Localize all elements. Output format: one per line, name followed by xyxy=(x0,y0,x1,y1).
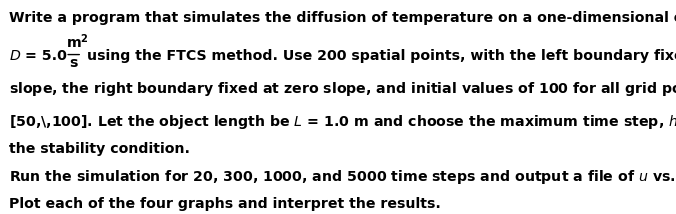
Text: = 5.0: = 5.0 xyxy=(25,49,67,63)
Text: Run the simulation for 20, 300, 1000, and 5000 time steps and output a file of $: Run the simulation for 20, 300, 1000, an… xyxy=(9,168,676,186)
Text: s: s xyxy=(69,56,77,70)
Text: using the FTCS method. Use 200 spatial points, with the left boundary fixed at z: using the FTCS method. Use 200 spatial p… xyxy=(87,49,676,63)
Text: Write a program that simulates the diffusion of temperature on a one-dimensional: Write a program that simulates the diffu… xyxy=(9,12,676,25)
Text: slope, the right boundary fixed at zero slope, and initial values of 100 for all: slope, the right boundary fixed at zero … xyxy=(9,80,676,98)
Text: Plot each of the four graphs and interpret the results.: Plot each of the four graphs and interpr… xyxy=(9,197,441,211)
Text: the stability condition.: the stability condition. xyxy=(9,142,190,156)
Text: $\mathit{D}$: $\mathit{D}$ xyxy=(9,49,21,63)
Text: [50,\,100]. Let the object length be $\mathit{L}$ = 1.0 m and choose the maximum: [50,\,100]. Let the object length be $\m… xyxy=(9,113,676,131)
Text: m$^{\mathbf{2}}$: m$^{\mathbf{2}}$ xyxy=(66,33,89,51)
